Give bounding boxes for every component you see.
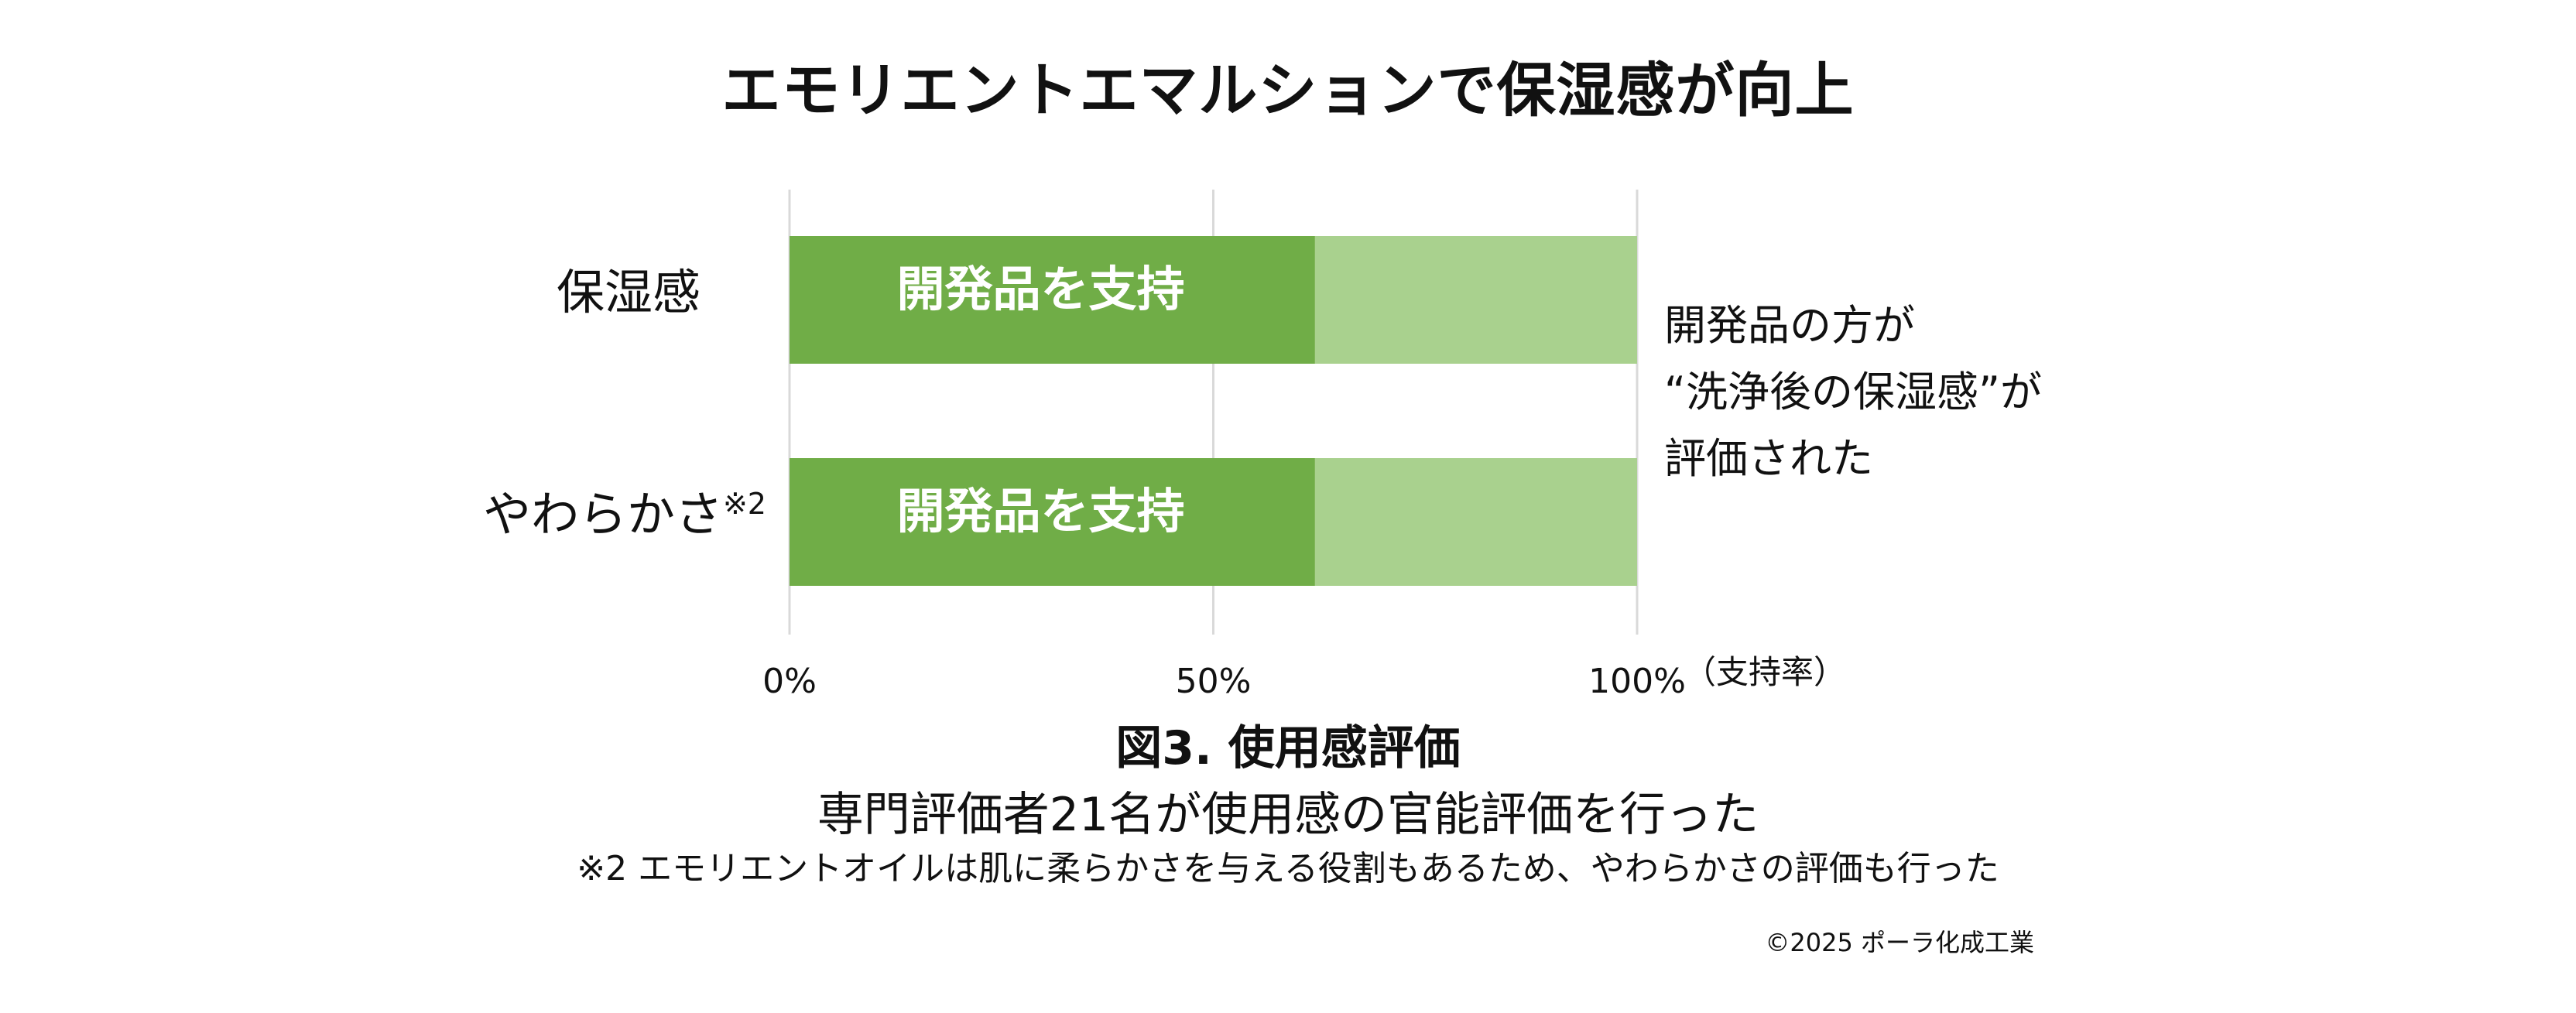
bar-segment-1-0 bbox=[790, 458, 1315, 586]
bar-label-1: 開発品を支持 bbox=[896, 483, 1185, 539]
figure-title: 図3. 使用感評価 bbox=[1115, 721, 1461, 775]
category-label-0: 保湿感 bbox=[557, 253, 701, 323]
copyright-text: ©2025 ポーラ化成工業 bbox=[1765, 928, 2034, 957]
annotation-line-1: 開発品の方が bbox=[1664, 301, 1915, 350]
category-label-1: やわらかさ※2 bbox=[483, 475, 766, 545]
x-tick-label-0: 0% bbox=[762, 662, 817, 701]
category-text-1: やわらかさ bbox=[482, 486, 723, 542]
x-tick-label-2: 100% bbox=[1588, 662, 1686, 701]
chart-title: エモリエントエマルションで保湿感が向上 bbox=[721, 56, 1855, 125]
figure-description: 専門評価者21名が使用感の官能評価を行った bbox=[817, 788, 1759, 842]
category-note-1: ※2 bbox=[722, 487, 766, 521]
bar-segment-1-1 bbox=[1314, 458, 1637, 586]
x-tick-label-1: 50% bbox=[1175, 662, 1252, 701]
bar-label-0: 開発品を支持 bbox=[896, 261, 1185, 317]
figure-footnote: ※2 エモリエントオイルは肌に柔らかさを与える役割もあるため、やわらかさの評価も… bbox=[577, 849, 1999, 888]
bar-segment-0-0 bbox=[790, 236, 1315, 364]
bar-segment-0-1 bbox=[1314, 236, 1637, 364]
category-text-0: 保湿感 bbox=[556, 264, 701, 320]
annotation-line-2: “洗浄後の保湿感”が bbox=[1664, 368, 2042, 416]
x-unit-label: （支持率） bbox=[1684, 653, 1847, 691]
result-annotation: 開発品の方が “洗浄後の保湿感”が 評価された bbox=[1664, 293, 2042, 492]
annotation-line-3: 評価された bbox=[1664, 434, 1873, 483]
